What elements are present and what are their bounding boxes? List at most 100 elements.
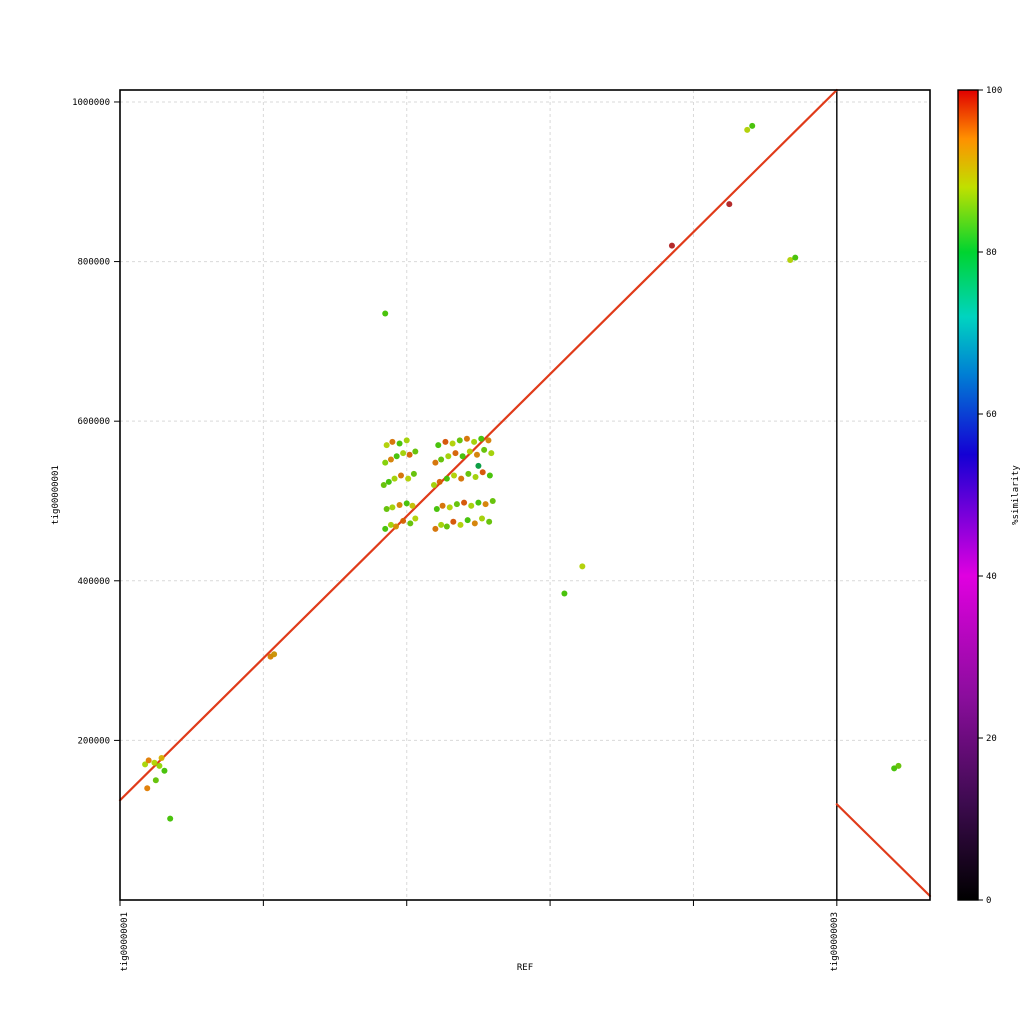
scatter-point xyxy=(381,482,387,488)
scatter-point xyxy=(471,439,477,445)
colorbar-tick-label: 20 xyxy=(986,734,997,744)
colorbar-tick-label: 100 xyxy=(986,86,1002,96)
scatter-point xyxy=(398,472,404,478)
scatter-point xyxy=(478,436,484,442)
scatter-point xyxy=(458,476,464,482)
scatter-point xyxy=(404,437,410,443)
scatter-point xyxy=(384,506,390,512)
scatter-point xyxy=(412,516,418,522)
colorbar-tick-label: 0 xyxy=(986,896,991,906)
scatter-point xyxy=(432,526,438,532)
scatter-point xyxy=(460,453,466,459)
scatter-point xyxy=(451,472,457,478)
scatter-point xyxy=(146,757,152,763)
scatter-point xyxy=(404,500,410,506)
scatter-point xyxy=(167,816,173,822)
x-contig-label: tig00000003 xyxy=(830,912,840,972)
scatter-point xyxy=(435,442,441,448)
scatter-point xyxy=(444,524,450,530)
scatter-point xyxy=(397,502,403,508)
scatter-point xyxy=(490,498,496,504)
y-tick-label: 800000 xyxy=(77,258,110,268)
y-tick-label: 200000 xyxy=(77,736,110,746)
scatter-point xyxy=(393,524,399,530)
scatter-point xyxy=(156,763,162,769)
scatter-point xyxy=(483,501,489,507)
scatter-point xyxy=(454,501,460,507)
scatter-point xyxy=(468,503,474,509)
scatter-point xyxy=(485,437,491,443)
colorbar-title: %similarity xyxy=(1011,465,1021,525)
scatter-point xyxy=(382,310,388,316)
scatter-point xyxy=(271,651,277,657)
scatter-point xyxy=(744,127,750,133)
scatter-point xyxy=(159,755,165,761)
scatter-point xyxy=(438,522,444,528)
colorbar-tick-label: 60 xyxy=(986,410,997,420)
scatter-point xyxy=(450,519,456,525)
scatter-point xyxy=(465,517,471,523)
scatter-point xyxy=(400,518,406,524)
colorbar-tick-label: 40 xyxy=(986,572,997,582)
scatter-point xyxy=(457,437,463,443)
scatter-point xyxy=(467,449,473,455)
scatter-point xyxy=(445,453,451,459)
plot-background xyxy=(120,90,930,900)
scatter-point xyxy=(475,463,481,469)
scatter-point xyxy=(481,447,487,453)
scatter-point xyxy=(474,452,480,458)
scatter-point xyxy=(382,526,388,532)
scatter-point xyxy=(384,442,390,448)
scatter-point xyxy=(411,471,417,477)
scatter-point xyxy=(444,476,450,482)
scatter-point xyxy=(749,123,755,129)
colorbar-tick-label: 80 xyxy=(986,248,997,258)
scatter-point xyxy=(464,436,470,442)
scatter-point xyxy=(472,520,478,526)
scatter-point xyxy=(397,441,403,447)
scatter-point xyxy=(579,563,585,569)
scatter-point xyxy=(388,456,394,462)
scatter-point xyxy=(442,439,448,445)
scatter-point xyxy=(792,255,798,261)
scatter-point xyxy=(386,479,392,485)
dotplot-page: { "canvas": { "width": 1024, "height": 1… xyxy=(0,0,1024,1024)
scatter-point xyxy=(151,760,157,766)
scatter-point xyxy=(161,768,167,774)
scatter-point xyxy=(407,452,413,458)
scatter-point xyxy=(475,500,481,506)
scatter-point xyxy=(480,469,486,475)
y-tick-label: 1000000 xyxy=(72,98,110,108)
scatter-point xyxy=(409,503,415,509)
y-tick-label: 600000 xyxy=(77,417,110,427)
scatter-point xyxy=(895,763,901,769)
scatter-point xyxy=(394,453,400,459)
scatter-point xyxy=(457,522,463,528)
scatter-point xyxy=(432,460,438,466)
scatter-point xyxy=(431,482,437,488)
scatter-point xyxy=(389,439,395,445)
colorbar xyxy=(958,90,978,900)
x-contig-label: tig00000001 xyxy=(120,912,130,972)
scatter-point xyxy=(479,516,485,522)
scatter-point xyxy=(447,504,453,510)
scatter-point xyxy=(392,476,398,482)
scatter-point xyxy=(461,500,467,506)
scatter-point xyxy=(407,520,413,526)
scatter-point xyxy=(726,201,732,207)
scatter-point xyxy=(434,506,440,512)
scatter-point xyxy=(561,591,567,597)
y-tick-label: 400000 xyxy=(77,577,110,587)
scatter-point xyxy=(405,476,411,482)
y-axis-title: tig00000001 xyxy=(51,465,61,525)
scatter-point xyxy=(669,243,675,249)
scatter-point xyxy=(400,450,406,456)
x-axis-title: REF xyxy=(517,963,533,973)
dotplot-chart: 200000 400000 600000 800000 1000000 tig000000… xyxy=(0,0,1024,1024)
scatter-point xyxy=(487,472,493,478)
scatter-point xyxy=(488,450,494,456)
scatter-point xyxy=(412,449,418,455)
scatter-point xyxy=(382,460,388,466)
scatter-point xyxy=(486,519,492,525)
scatter-point xyxy=(452,450,458,456)
